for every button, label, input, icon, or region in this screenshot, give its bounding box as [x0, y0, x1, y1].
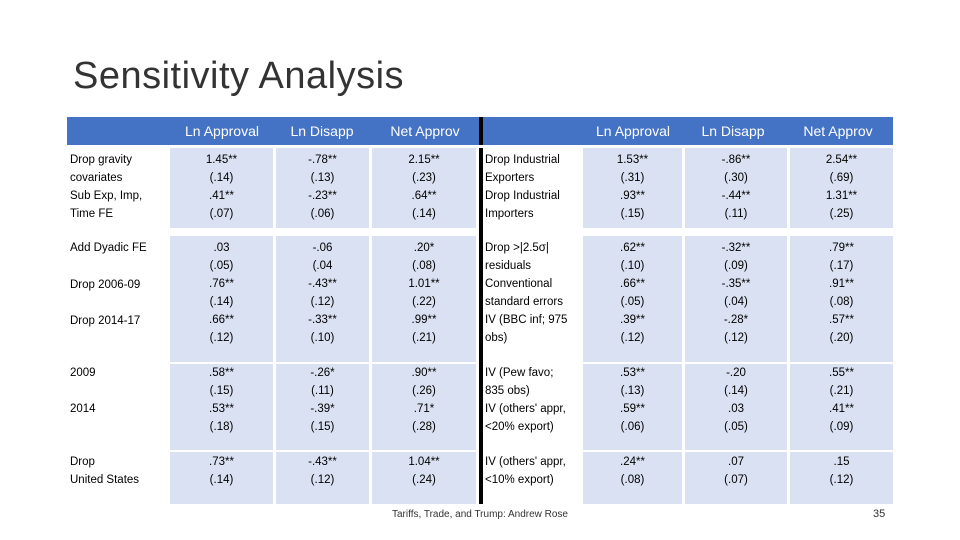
row-label-sub-exp-imp: Sub Exp, Imp, Time FE [70, 190, 143, 220]
value-cell: .79** (.17) .91** (.08) .57** (.20) [829, 242, 854, 344]
center-divider [479, 148, 483, 504]
value-cell: .55** (.21) .41** (.09) [829, 367, 854, 433]
row-label-2009: 2009 [70, 367, 96, 379]
value-cell: .62** (.10) .66** (.05) .39** (.12) [620, 242, 645, 344]
header-net-approv-left: Net Approv [370, 117, 480, 145]
row-label-add-dyadic: Add Dyadic FE [70, 242, 147, 254]
band-left-2 [170, 236, 476, 362]
value-cell: .90** (.26) .71* (.28) [411, 367, 437, 433]
column-separator [787, 148, 790, 504]
value-cell: 2.15** (.23) .64** (.14) [408, 154, 440, 220]
value-cell: .03 (.05) .76** (.14) .66** (.12) [209, 242, 234, 344]
header-divider [479, 117, 483, 145]
page-number: 35 [873, 508, 886, 520]
value-cell: 1.04** (.24) [408, 456, 440, 486]
row-label-drop-2014: Drop 2014-17 [70, 315, 141, 327]
value-cell: -.32** (.09) -.35** (.04) -.28* (.12) [721, 242, 751, 344]
value-cell: .24** (.08) [620, 456, 645, 486]
row-label-residuals-se-iv: Drop >|2.5σ| residuals Conventional stan… [485, 242, 568, 344]
value-cell: 2.54** (.69) 1.31** (.25) [825, 154, 858, 220]
value-cell: .15 (.12) [829, 456, 854, 486]
value-cell: -.06 (.04 -.43** (.12) -.33** (.10) [308, 242, 337, 344]
value-cell: -.20 (.14) .03 (.05) [724, 367, 748, 433]
value-cell: .07 (.07) [724, 456, 748, 486]
band-left-1 [170, 148, 476, 228]
value-cell: -.86** (.30) -.44** (.11) [721, 154, 751, 220]
band-left-4 [170, 452, 476, 504]
header-stub-left [67, 117, 170, 145]
value-cell: -.26* (.11) -.39* (.15) [310, 367, 335, 433]
slide-title: Sensitivity Analysis [73, 55, 405, 97]
band-right-3 [583, 364, 893, 450]
row-label-drop-industrial: Drop Industrial Exporters Drop Industria… [485, 154, 560, 220]
value-cell: .58** (.15) .53** (.18) [209, 367, 234, 433]
column-separator [273, 148, 276, 504]
value-cell: -.78** (.13) -.23** (.06) [308, 154, 337, 220]
header-ln-approval-right: Ln Approval [583, 117, 683, 145]
value-cell: .53** (.13) .59** (.06) [620, 367, 645, 433]
header-ln-disapp-left: Ln Disapp [274, 117, 370, 145]
value-cell: -.43** (.12) [308, 456, 337, 486]
row-label-iv-pew: IV (Pew favo; 835 obs) IV (others' appr,… [485, 367, 566, 433]
header-stub-right [483, 117, 583, 145]
column-separator [682, 148, 685, 504]
header-net-approv-right: Net Approv [783, 117, 893, 145]
band-right-4 [583, 452, 893, 504]
row-label-drop-gravity: Drop gravity covariates [70, 154, 132, 184]
band-right-1 [583, 148, 893, 228]
value-cell: .20* (.08) 1.01** (.22) .99** (.21) [408, 242, 440, 344]
value-cell: .73** (.14) [209, 456, 234, 486]
slide-footer: Tariffs, Trade, and Trump: Andrew Rose [391, 509, 568, 520]
row-label-drop-us: Drop United States [70, 456, 140, 486]
row-label-iv-others: IV (others' appr, <10% export) [485, 456, 566, 486]
column-separator [369, 148, 372, 504]
band-left-3 [170, 364, 476, 450]
band-right-2 [583, 236, 893, 362]
value-cell: 1.45** (.14) .41** (.07) [205, 154, 238, 220]
header-ln-disapp-right: Ln Disapp [683, 117, 783, 145]
header-ln-approval-left: Ln Approval [170, 117, 274, 145]
row-label-2014: 2014 [70, 403, 96, 415]
value-cell: 1.53** (.31) .93** (.15) [616, 154, 649, 220]
row-label-drop-2006: Drop 2006-09 [70, 279, 141, 291]
